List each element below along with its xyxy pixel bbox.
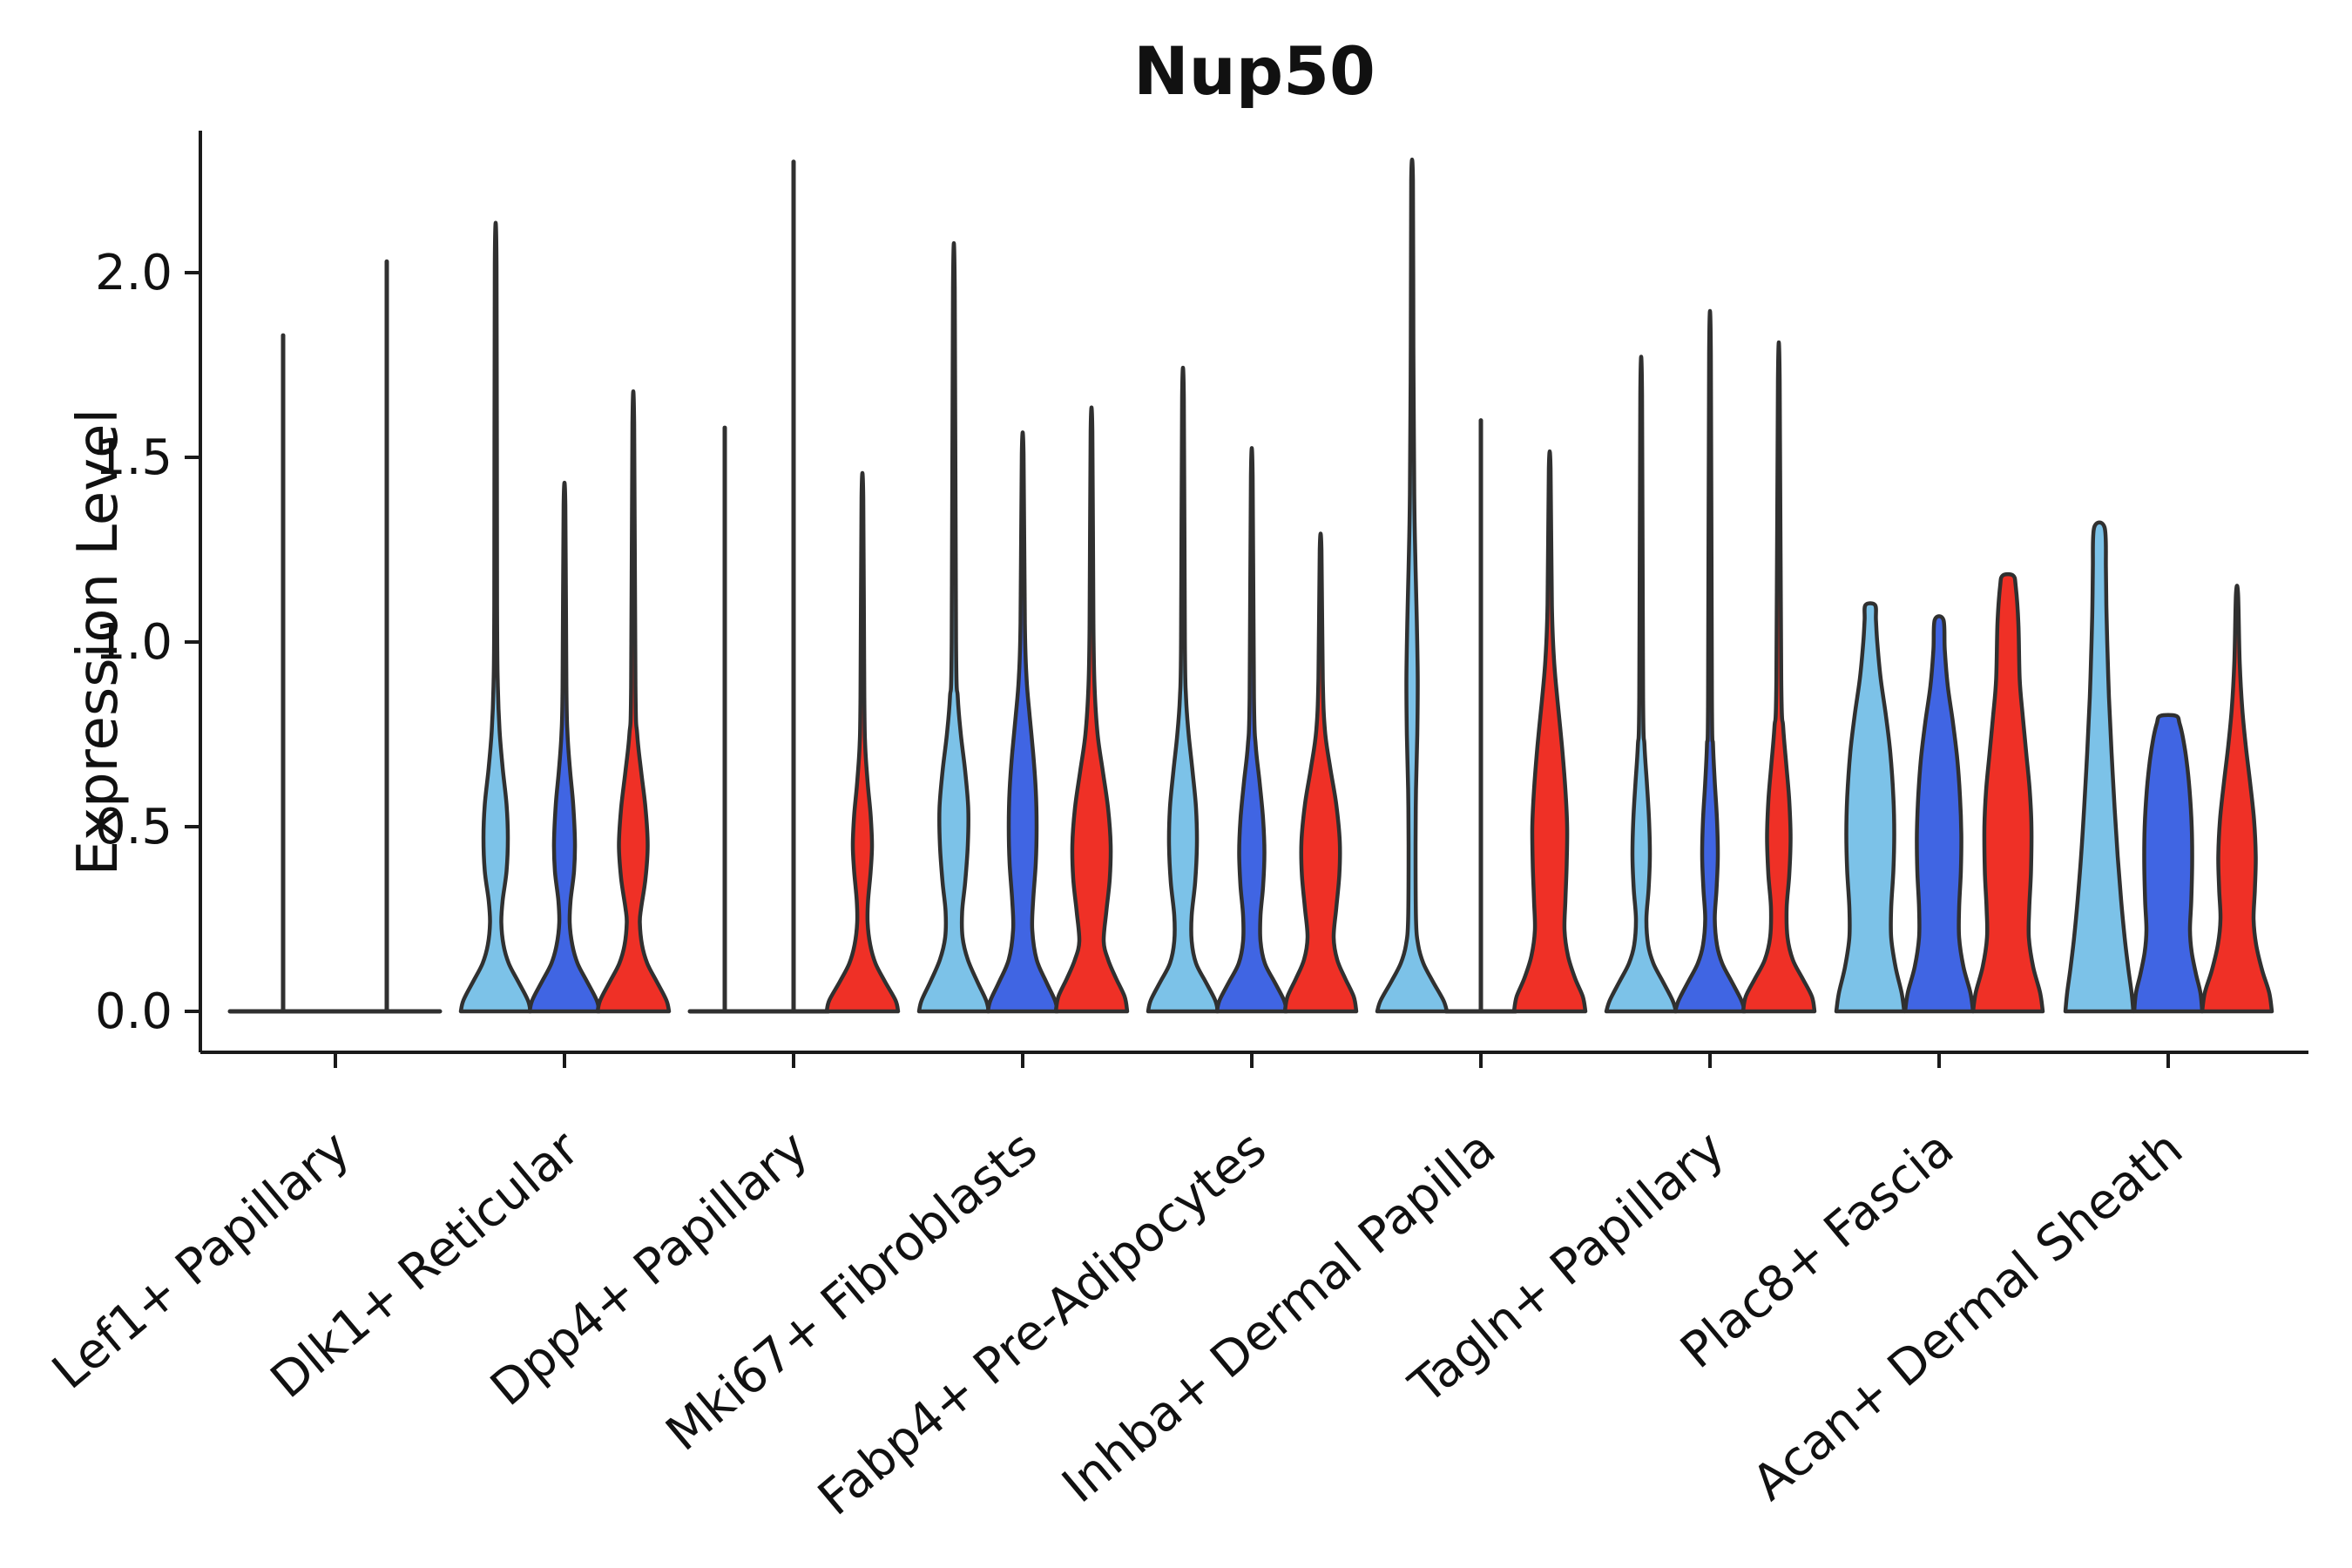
x-category-label: Inhba+ Dermal Papilla — [1052, 1120, 1506, 1514]
violin-body — [2200, 584, 2274, 1014]
violin-body — [2132, 713, 2205, 1014]
violin-body — [595, 389, 672, 1014]
y-tick-label: 1.0 — [95, 614, 172, 671]
violin-body — [527, 481, 602, 1014]
violin-body — [1053, 405, 1130, 1014]
chart-title: Nup50 — [1133, 32, 1375, 110]
violin-body — [1903, 614, 1976, 1014]
violin-body — [1511, 449, 1588, 1014]
x-category-label: Fabp4+ Pre-Adipocytes — [808, 1120, 1277, 1527]
violin-body — [1673, 308, 1747, 1014]
violin-body — [1146, 365, 1220, 1014]
y-tick-label: 1.5 — [95, 429, 172, 486]
violin-body — [1282, 531, 1359, 1014]
violins — [227, 158, 2274, 1014]
violin-body — [1970, 571, 2045, 1014]
y-tick-label: 2.0 — [95, 245, 172, 301]
violin-body — [458, 220, 533, 1014]
violin-body — [1214, 446, 1289, 1014]
violin-body — [1604, 355, 1679, 1014]
violin-body — [916, 240, 991, 1014]
violin-body — [1740, 341, 1817, 1014]
violin-body — [1834, 601, 1907, 1014]
x-category-label: Acan+ Dermal Sheath — [1742, 1120, 2193, 1511]
y-tick-label: 0.5 — [95, 799, 172, 855]
violin-body — [824, 471, 901, 1014]
x-category-label: Mki67+ Fibroblasts — [656, 1120, 1048, 1463]
y-axis-label: Expression Level — [66, 409, 131, 876]
violin-body — [2063, 520, 2136, 1014]
violin-body — [1375, 158, 1450, 1014]
violin-body — [985, 430, 1060, 1014]
y-tick-label: 0.0 — [95, 983, 172, 1040]
